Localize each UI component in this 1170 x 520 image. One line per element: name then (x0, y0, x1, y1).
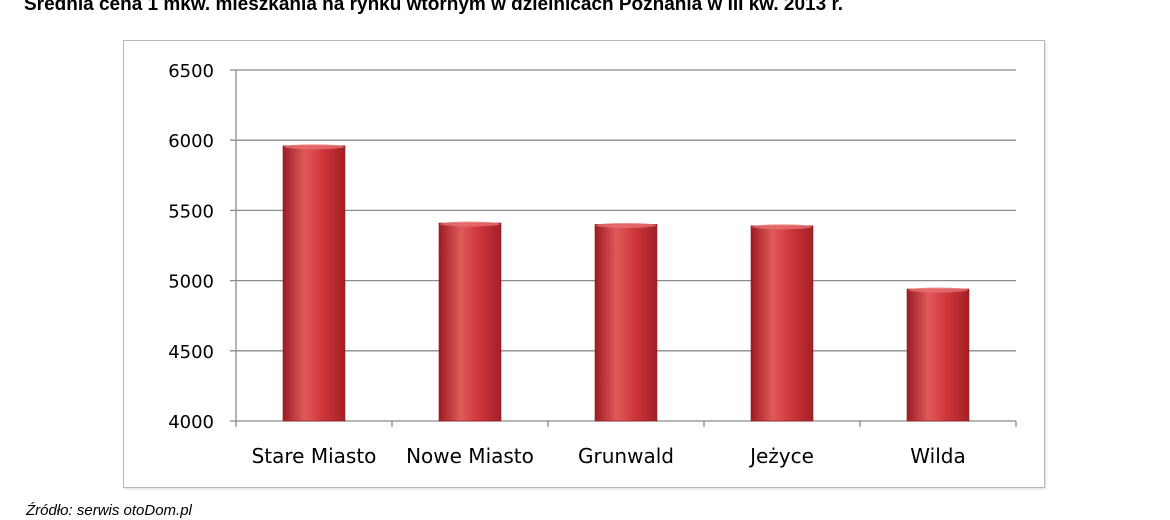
bar (906, 288, 970, 422)
y-tick-label: 5500 (168, 201, 214, 222)
y-tick-label: 6500 (168, 61, 214, 82)
bar (594, 224, 658, 422)
labels: 4000 4500 5000 5500 6000 6500 Stare Miasto Nowe… (168, 61, 966, 468)
x-category-label: Grunwald (578, 444, 674, 468)
x-category-label: Wilda (910, 444, 965, 468)
chart-frame (123, 40, 1045, 488)
bar (750, 225, 814, 422)
source-note: Źródło: serwis otoDom.pl (26, 502, 192, 519)
x-category-label: Stare Miasto (252, 444, 377, 468)
bar-top-highlight (908, 287, 968, 293)
y-tick-label: 5000 (168, 272, 214, 293)
y-tick-label: 6000 (168, 131, 214, 152)
bar-top-highlight (284, 144, 344, 150)
bars (282, 144, 970, 422)
y-tick-label: 4000 (168, 412, 214, 433)
bar-top-highlight (752, 224, 812, 230)
axes (235, 70, 1017, 427)
x-category-label: Jeżyce (748, 444, 814, 468)
bar-top-highlight (440, 221, 500, 227)
y-tick-label: 4500 (168, 342, 214, 363)
bar-top-highlight (596, 222, 656, 228)
chart-title: Średnia cena 1 mkw. mieszkania na rynku … (24, 0, 844, 15)
x-category-label: Nowe Miasto (406, 444, 534, 468)
bar (438, 222, 502, 422)
bar (282, 145, 346, 422)
